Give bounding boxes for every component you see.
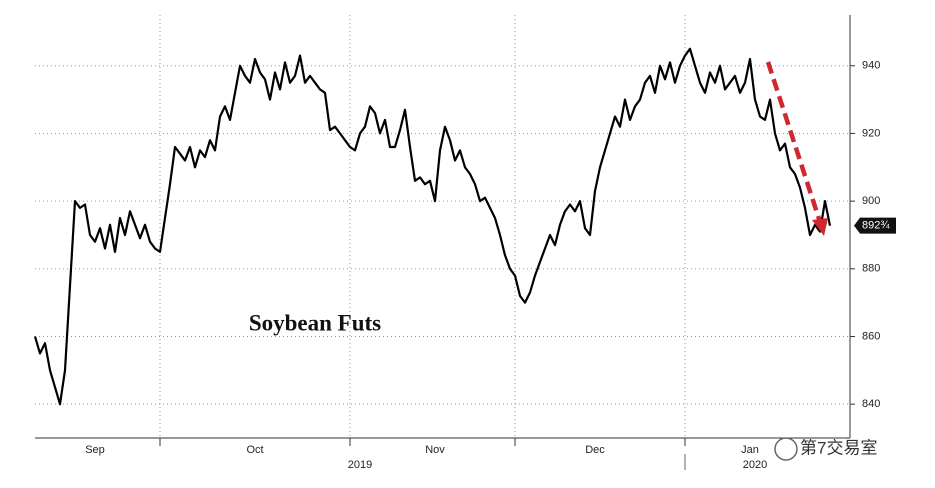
annotation: Soybean Futs — [249, 310, 381, 335]
x-tick-label: Nov — [425, 444, 445, 456]
trend-arrow — [765, 61, 823, 223]
watermark-text: 第7交易室 — [800, 438, 877, 457]
x-tick-label: Dec — [585, 444, 605, 456]
y-tick-label: 920 — [862, 127, 880, 139]
y-tick-label: 900 — [862, 195, 880, 207]
y-tick-label: 880 — [862, 263, 880, 275]
price-line — [33, 47, 832, 406]
y-tick-label: 840 — [862, 398, 880, 410]
x-tick-label: Jan — [741, 444, 759, 456]
year-label: 2019 — [348, 459, 372, 471]
watermark: 第7交易室 — [774, 437, 877, 461]
x-tick-label: Oct — [246, 444, 263, 456]
y-tick-label: 860 — [862, 330, 880, 342]
last-value-label: 892¾ — [862, 220, 890, 232]
last-value-box — [854, 217, 896, 234]
trend-arrowhead — [812, 218, 828, 236]
y-tick-label: 940 — [862, 60, 880, 72]
x-tick-label: Sep — [85, 444, 105, 456]
year-label: 2020 — [743, 459, 767, 471]
watermark-icon — [774, 437, 798, 461]
